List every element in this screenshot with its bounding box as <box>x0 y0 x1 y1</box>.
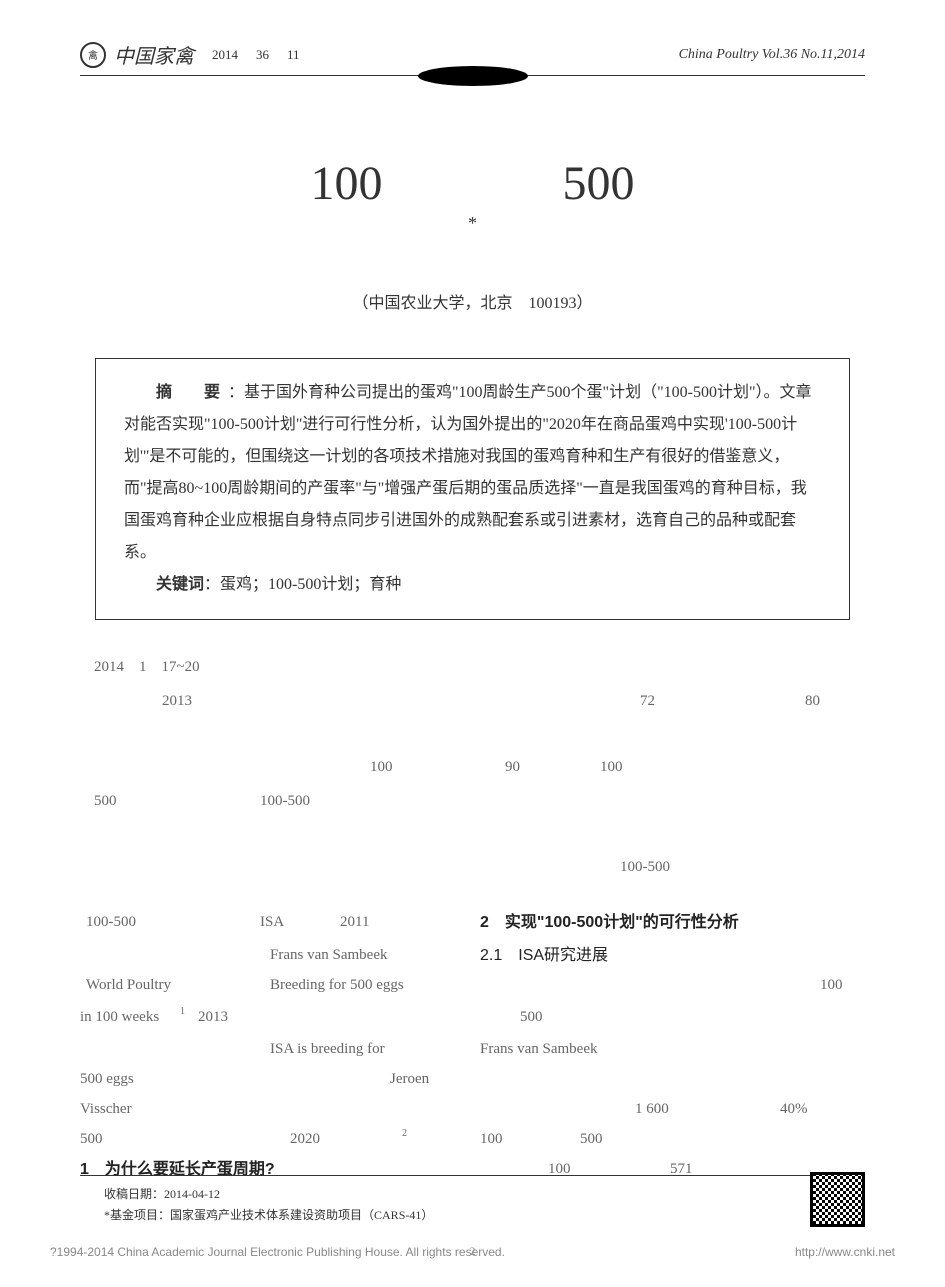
body-token: 72 <box>640 684 655 719</box>
journal-name-en: China Poultry Vol.36 No.11,2014 <box>679 47 865 63</box>
body-token: 40% <box>780 1092 808 1127</box>
body-token: 2020 <box>290 1122 320 1157</box>
body-token: 2011 <box>340 905 369 940</box>
body-token: 80 <box>805 684 820 719</box>
body-token: 500 <box>580 1122 603 1157</box>
body-token: 500 <box>94 784 117 819</box>
received-date-line: 收稿日期：2014-04-12 <box>80 1184 865 1206</box>
body-token: 90 <box>505 750 520 785</box>
body-token: 100-500 <box>620 850 670 885</box>
footer: 收稿日期：2014-04-12 *基金项目：国家蛋鸡产业技术体系建设资助项目（C… <box>80 1175 865 1227</box>
section-heading-2: 2 实现"100-500计划"的可行性分析 <box>480 905 739 942</box>
body-token: 100 <box>480 1122 503 1157</box>
journal-logo-icon: 禽 <box>80 42 106 68</box>
header-left: 禽 中国家禽 2014 36 11 <box>80 40 300 69</box>
body-token: Frans van Sambeek <box>480 1032 597 1067</box>
page-number: 2 <box>470 1244 476 1259</box>
abstract-label: 摘 要 <box>156 384 228 401</box>
header-year: 2014 <box>212 47 238 63</box>
body-token: ISA is breeding for <box>270 1032 385 1067</box>
header-meta: 2014 36 11 <box>212 47 300 63</box>
abstract-box: 摘 要：基于国外育种公司提出的蛋鸡"100周龄生产500个蛋"计划（"100-5… <box>95 358 850 620</box>
body-token: in 100 weeks <box>80 1000 159 1035</box>
keywords-text: ：蛋鸡；100-500计划；育种 <box>204 576 401 593</box>
body-token: Jeroen <box>390 1062 429 1097</box>
body-token: 500 <box>520 1000 543 1035</box>
title-number-1: 100 <box>311 156 383 211</box>
body-token: ISA <box>260 905 284 940</box>
body-token: 100 <box>370 750 393 785</box>
body-token: 100-500 <box>260 784 310 819</box>
body-token: 100-500 <box>86 905 136 940</box>
journal-name-cn: 中国家禽 <box>114 40 194 69</box>
body-token: 1 600 <box>635 1092 669 1127</box>
article-title: 100 500 <box>80 156 865 211</box>
title-asterisk: * <box>80 213 865 234</box>
body-superscript: 2 <box>402 1122 407 1145</box>
fund-label: *基金项目： <box>104 1208 170 1222</box>
body-token: 2013 <box>162 684 192 719</box>
body-token: 2013 <box>198 1000 228 1035</box>
abstract-text: ：基于国外育种公司提出的蛋鸡"100周龄生产500个蛋"计划（"100-500计… <box>124 384 811 561</box>
fund-text: 国家蛋鸡产业技术体系建设资助项目（CARS-41） <box>170 1208 433 1222</box>
header-volume: 36 <box>256 47 269 63</box>
body-token: 100 <box>600 750 623 785</box>
body-token: 2014 1 17~20 <box>94 650 200 685</box>
keywords-label: 关键词 <box>156 576 204 593</box>
section-heading-21: 2.1 ISA研究进展 <box>480 938 608 975</box>
fund-line: *基金项目：国家蛋鸡产业技术体系建设资助项目（CARS-41） <box>80 1205 865 1227</box>
header-issue: 11 <box>287 47 300 63</box>
copyright-url: http://www.cnki.net <box>795 1245 895 1259</box>
body-text: 2014 1 17~20 2013 100 500 100-500 100-50… <box>80 650 865 1090</box>
body-token: 100 <box>820 968 843 1003</box>
keywords-paragraph: 关键词：蛋鸡；100-500计划；育种 <box>124 569 821 601</box>
title-number-2: 500 <box>563 156 635 211</box>
body-token: Breeding for 500 eggs <box>270 968 404 1003</box>
qr-code-icon <box>810 1172 865 1227</box>
header-divider-icon <box>418 66 528 86</box>
abstract-paragraph: 摘 要：基于国外育种公司提出的蛋鸡"100周龄生产500个蛋"计划（"100-5… <box>124 377 821 569</box>
copyright-text: ?1994-2014 China Academic Journal Electr… <box>50 1245 505 1259</box>
body-superscript: 1 <box>180 1000 185 1023</box>
body-token: World Poultry <box>86 968 171 1003</box>
received-date: 2014-04-12 <box>164 1187 220 1201</box>
received-label: 收稿日期： <box>104 1187 164 1201</box>
author-affiliation: （中国农业大学，北京 100193） <box>80 289 865 313</box>
